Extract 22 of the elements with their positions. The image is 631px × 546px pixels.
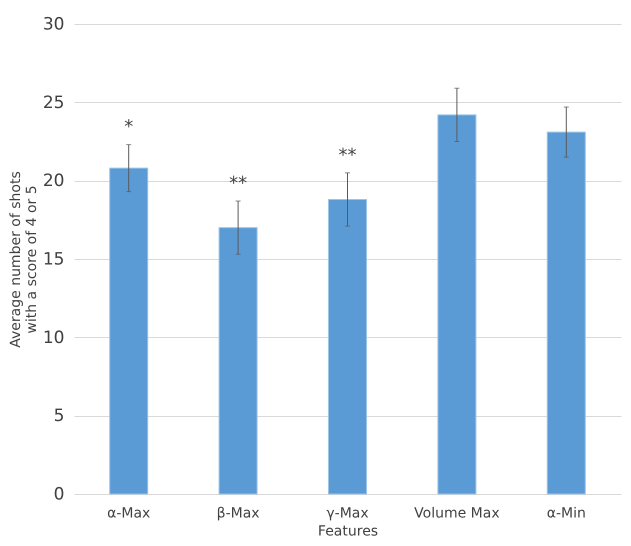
x-tick-label: β-Max (216, 506, 260, 522)
y-tick-label: 15 (42, 250, 64, 270)
x-tick-label: α-Min (546, 506, 586, 522)
x-tick-label: Volume Max (414, 506, 500, 522)
bar (218, 227, 258, 494)
x-tick-label: γ-Max (326, 506, 369, 522)
x-tick-label: α-Max (107, 506, 150, 522)
y-axis-title: Average number of shots with a score of 4 or 5 (8, 171, 40, 348)
y-tick-label: 30 (42, 14, 64, 34)
annotation: ** (338, 144, 356, 166)
bar (437, 114, 476, 494)
annotation: ** (229, 173, 248, 194)
y-tick-label: 25 (42, 92, 64, 113)
bar (109, 168, 148, 494)
bar (328, 198, 367, 494)
x-axis-title: Features (318, 524, 378, 540)
y-tick-label: 20 (42, 171, 64, 192)
y-tick-label: 5 (54, 406, 64, 426)
y-tick-label: 0 (54, 484, 64, 504)
annotation: * (124, 116, 134, 138)
bar (546, 132, 586, 494)
y-tick-label: 10 (42, 328, 64, 348)
